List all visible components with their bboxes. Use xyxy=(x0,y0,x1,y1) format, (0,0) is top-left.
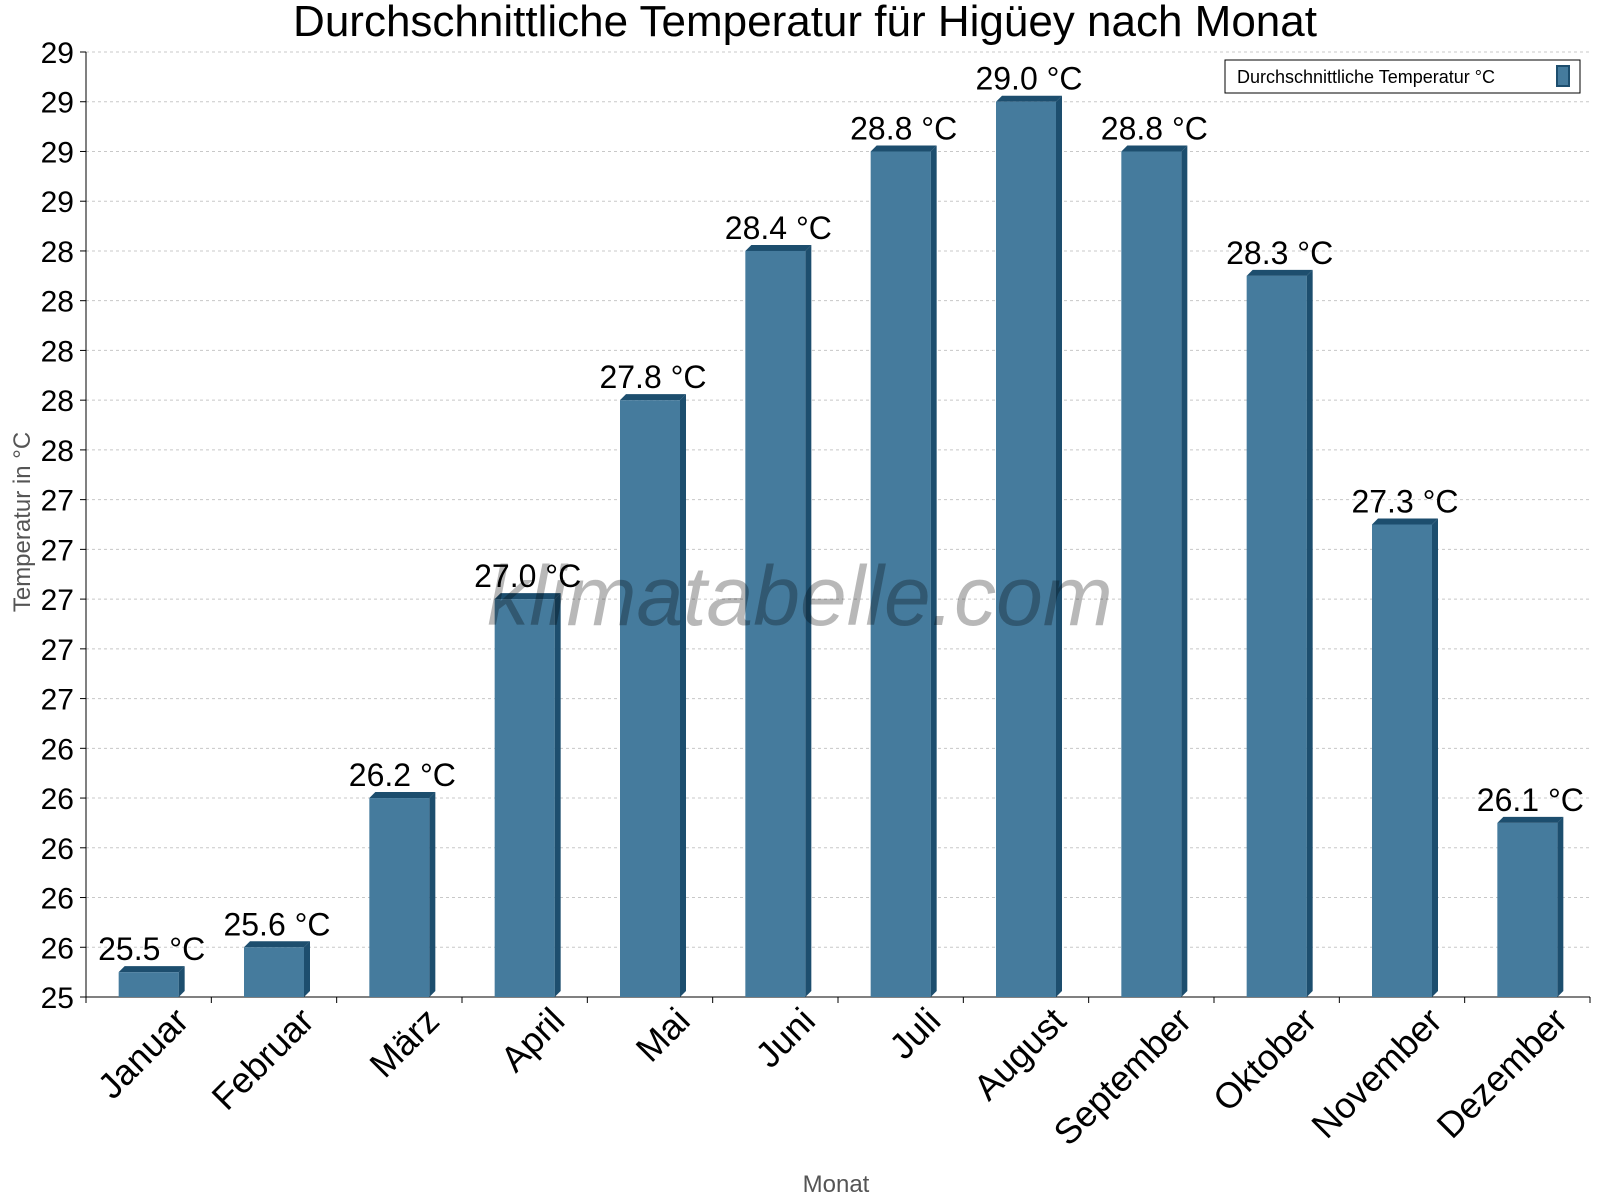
y-tick-label: 26 xyxy=(41,883,74,916)
x-tick-label: Oktober xyxy=(1205,1000,1325,1120)
data-label: 28.8 °C xyxy=(1101,110,1208,146)
bar-side-face xyxy=(1056,95,1062,998)
y-tick-label: 29 xyxy=(41,37,74,70)
bar-side-face xyxy=(429,792,436,997)
y-tick-label: 29 xyxy=(41,87,74,120)
y-tick-label: 25 xyxy=(41,982,74,1015)
y-tick-label: 26 xyxy=(41,833,74,866)
y-tick-label: 28 xyxy=(41,335,74,368)
legend-box xyxy=(1224,59,1581,94)
bar-top-face xyxy=(494,593,561,600)
data-label: 27.3 °C xyxy=(1351,484,1458,520)
bar-top-face xyxy=(244,941,310,948)
bar-top-face xyxy=(870,145,937,152)
bar-top-face xyxy=(620,394,686,401)
bar xyxy=(1497,822,1558,997)
bars xyxy=(118,95,1564,998)
bar-top-face xyxy=(996,95,1062,102)
y-tick-label: 27 xyxy=(41,634,74,667)
y-tick-label: 28 xyxy=(41,385,74,418)
y-tick-label: 27 xyxy=(41,584,74,617)
x-tick-label: April xyxy=(492,1000,572,1080)
bar-top-face xyxy=(369,792,436,799)
x-tick-label: Juli xyxy=(881,1000,948,1067)
x-tick-label: Januar xyxy=(89,1000,196,1107)
bar-top-face xyxy=(118,966,185,973)
data-label: 26.2 °C xyxy=(349,757,456,793)
y-tick-label: 26 xyxy=(41,733,74,766)
x-tick-label: Februar xyxy=(204,1000,322,1118)
y-axis-title: Temperatur in °C xyxy=(9,432,36,612)
y-tick-label: 27 xyxy=(41,684,74,717)
y-tick-label: 27 xyxy=(41,534,74,567)
bar xyxy=(620,400,680,997)
y-axis: 25 26 26 26 26 26 27 27 27 27 27 28 28 28 28 28 29 29 29 29 xyxy=(41,37,87,1015)
y-tick-label: 28 xyxy=(41,435,74,468)
bar-side-face xyxy=(1557,816,1564,997)
x-axis-title: Monat xyxy=(803,1171,870,1198)
bar-side-face xyxy=(930,145,937,997)
bar xyxy=(870,151,931,997)
x-tick-label: Juni xyxy=(747,1000,823,1076)
bar-side-face xyxy=(178,966,185,997)
y-tick-label: 27 xyxy=(41,485,74,518)
bar-top-face xyxy=(1497,816,1564,823)
legend: Durchschnittliche Temperatur °C xyxy=(1224,59,1581,94)
data-label: 29.0 °C xyxy=(975,61,1082,97)
x-tick-label: August xyxy=(965,1000,1073,1108)
y-tick-label: 26 xyxy=(41,932,74,965)
bar-top-face xyxy=(1121,145,1188,152)
data-label: 27.8 °C xyxy=(599,359,706,395)
y-tick-label: 28 xyxy=(41,236,74,269)
x-tick-label: März xyxy=(361,1000,447,1086)
data-labels: 25.5 °C 25.6 °C 26.2 °C 27.0 °C 27.8 °C 28.4 … xyxy=(98,61,1584,967)
y-tick-label: 29 xyxy=(41,136,74,169)
bar-side-face xyxy=(1306,269,1313,997)
y-tick-label: 26 xyxy=(41,783,74,816)
data-label: 26.1 °C xyxy=(1477,782,1584,818)
bar xyxy=(1372,524,1432,997)
bar-side-face xyxy=(304,941,310,997)
bar-side-face xyxy=(1181,145,1188,997)
bar-top-face xyxy=(1372,518,1438,525)
x-tick-label: Dezember xyxy=(1429,1000,1575,1146)
chart-title: Durchschnittliche Temperatur für Higüey … xyxy=(293,0,1317,46)
y-tick-label: 29 xyxy=(41,186,74,219)
bar xyxy=(118,972,179,997)
data-label: 25.5 °C xyxy=(98,931,205,967)
bar-side-face xyxy=(554,593,561,997)
x-axis: Januar Februar März April Mai Juni Juli AugustS… xyxy=(85,996,1591,1154)
x-tick-label: September xyxy=(1045,1000,1199,1154)
data-label: 25.6 °C xyxy=(223,906,330,942)
legend-label: Durchschnittliche Temperatur °C xyxy=(1237,67,1495,87)
bar xyxy=(1246,275,1307,997)
bar xyxy=(745,250,806,997)
data-label: 28.8 °C xyxy=(850,110,957,146)
watermark-text: klimatabelle.com xyxy=(487,549,1113,643)
bar xyxy=(996,101,1056,998)
bar-side-face xyxy=(680,394,686,997)
bar-top-face xyxy=(1246,269,1313,276)
bar xyxy=(244,947,304,997)
data-label: 27.0 °C xyxy=(474,558,581,594)
data-label: 28.3 °C xyxy=(1226,235,1333,271)
gridlines xyxy=(86,51,1590,948)
bar-side-face xyxy=(1432,518,1438,997)
bar xyxy=(1121,151,1182,997)
x-tick-label: November xyxy=(1303,1000,1449,1146)
y-tick-label: 28 xyxy=(41,286,74,319)
legend-swatch xyxy=(1556,65,1570,87)
bar xyxy=(369,798,430,997)
bar-top-face xyxy=(745,244,812,251)
data-label: 28.4 °C xyxy=(725,210,832,246)
bar xyxy=(494,599,555,997)
bar-side-face xyxy=(805,244,812,997)
x-tick-label: Mai xyxy=(628,1000,698,1070)
